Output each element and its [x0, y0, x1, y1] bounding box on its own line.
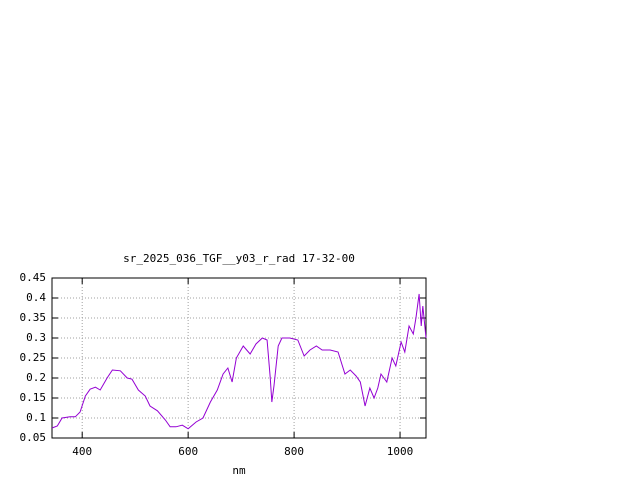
y-tick-label: 0.35 [20, 311, 47, 324]
y-tick-label: 0.1 [26, 411, 46, 424]
y-tick-label: 0.2 [26, 371, 46, 384]
x-tick-label: 1000 [387, 445, 414, 458]
y-tick-label: 0.45 [20, 271, 47, 284]
plot-frame [51, 277, 427, 439]
chart-title: sr_2025_036_TGF__y03_r_rad 17-32-00 [123, 252, 355, 265]
y-tick-label: 0.25 [20, 351, 47, 364]
y-tick-label: 0.15 [20, 391, 47, 404]
x-tick-label: 600 [178, 445, 198, 458]
data-line [51, 293, 427, 430]
x-tick-label: 400 [72, 445, 92, 458]
y-tick-label: 0.3 [26, 331, 46, 344]
x-axis-label: nm [232, 464, 246, 477]
x-tick-label: 800 [284, 445, 304, 458]
y-tick-label: 0.05 [20, 431, 47, 444]
y-tick-label: 0.4 [26, 291, 46, 304]
